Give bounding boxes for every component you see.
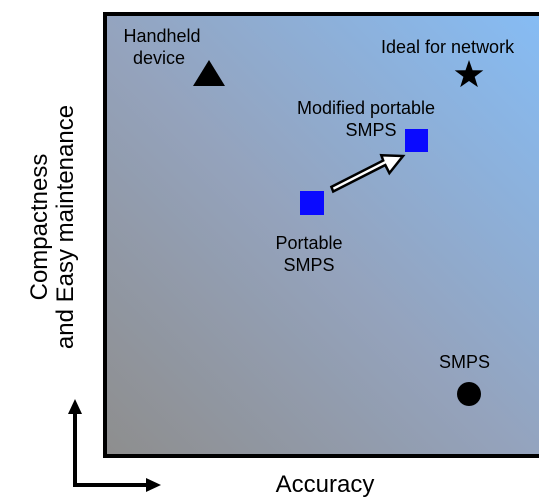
handheld-label-line1: Handheld [123,26,201,46]
handheld-label-line2: device [133,48,186,68]
handheld-triangle-marker [193,60,225,86]
y-axis-title-line1: Compactness [26,153,53,301]
smps-circle-marker [457,382,481,406]
modified-label-line2: SMPS [345,120,397,140]
modified-portable-square-marker [405,129,428,152]
y-axis-title: Compactness and Easy maintenance [26,57,79,397]
ideal-for-network-label: Ideal for network [381,37,515,57]
portable-square-marker [300,191,324,215]
x-axis-arrowhead [146,478,161,492]
modified-portable-smps-label: Modified portable SMPS [282,97,450,141]
handheld-device-label: Handheld device [114,25,210,69]
modified-label-line1: Modified portable [296,98,436,118]
y-axis-arrowhead [68,399,82,414]
y-axis-title-line2: and Easy maintenance [52,104,79,350]
portable-label-line2: SMPS [283,255,335,275]
smps-label: SMPS [439,352,491,372]
portable-label-line1: Portable [275,233,343,253]
ideal-star-marker [454,60,484,88]
portable-smps-label: Portable SMPS [264,232,354,276]
x-axis-title: Accuracy [275,471,375,498]
improvement-arrow [329,153,406,194]
